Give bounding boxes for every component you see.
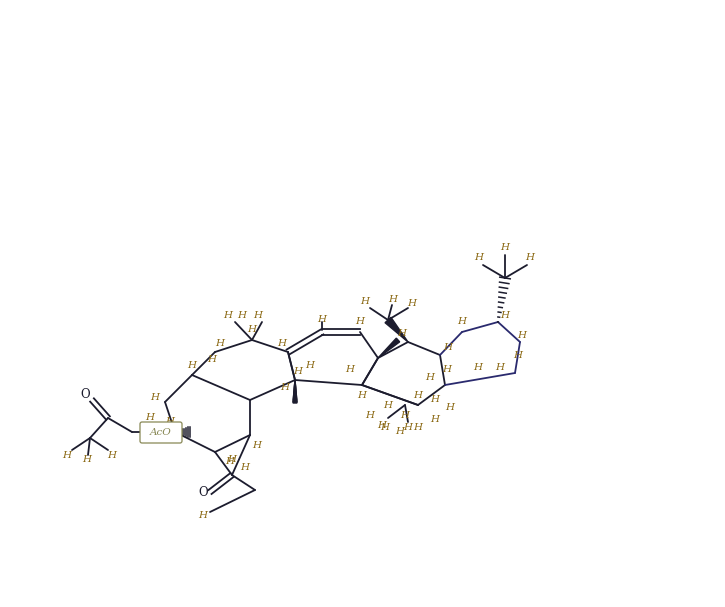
Text: H: H bbox=[378, 421, 386, 430]
Text: H: H bbox=[513, 350, 523, 359]
Text: H: H bbox=[294, 367, 302, 376]
Text: H: H bbox=[404, 424, 413, 433]
Text: H: H bbox=[444, 344, 452, 353]
Text: H: H bbox=[474, 254, 484, 262]
Text: H: H bbox=[495, 364, 505, 373]
Text: O: O bbox=[80, 387, 90, 401]
Text: H: H bbox=[278, 339, 286, 347]
Text: H: H bbox=[252, 441, 262, 450]
Text: H: H bbox=[365, 410, 375, 419]
Text: H: H bbox=[62, 450, 72, 459]
Text: H: H bbox=[457, 317, 466, 327]
Text: H: H bbox=[238, 311, 247, 320]
Text: H: H bbox=[381, 424, 389, 433]
Text: H: H bbox=[518, 330, 526, 339]
Polygon shape bbox=[293, 380, 297, 402]
Text: H: H bbox=[360, 297, 370, 307]
Text: H: H bbox=[384, 401, 392, 410]
Text: H: H bbox=[413, 390, 423, 399]
Text: H: H bbox=[396, 427, 405, 436]
Text: H: H bbox=[357, 390, 367, 399]
Text: H: H bbox=[400, 410, 410, 419]
Text: H: H bbox=[223, 311, 233, 320]
Text: H: H bbox=[146, 413, 154, 422]
Text: H: H bbox=[355, 317, 365, 327]
Text: H: H bbox=[151, 393, 160, 402]
Text: H: H bbox=[281, 384, 289, 393]
Text: H: H bbox=[199, 510, 207, 520]
Text: H: H bbox=[389, 294, 397, 304]
Text: H: H bbox=[215, 339, 225, 347]
Text: H: H bbox=[305, 361, 315, 370]
Polygon shape bbox=[293, 380, 297, 403]
Text: AcO: AcO bbox=[150, 428, 172, 437]
Text: H: H bbox=[188, 361, 196, 370]
Text: H: H bbox=[473, 364, 483, 373]
Text: H: H bbox=[254, 311, 262, 319]
Text: H: H bbox=[247, 325, 257, 334]
Text: H: H bbox=[407, 299, 416, 308]
Text: H: H bbox=[83, 455, 91, 464]
Text: H: H bbox=[207, 356, 217, 364]
Text: H: H bbox=[241, 464, 249, 472]
Text: H: H bbox=[225, 458, 234, 467]
Text: H: H bbox=[526, 254, 534, 262]
Text: H: H bbox=[500, 243, 510, 253]
Polygon shape bbox=[385, 317, 408, 342]
Text: H: H bbox=[346, 365, 355, 375]
Text: H: H bbox=[426, 373, 434, 382]
Text: H: H bbox=[107, 450, 117, 459]
Polygon shape bbox=[378, 338, 399, 358]
Polygon shape bbox=[294, 380, 297, 400]
Text: H: H bbox=[318, 316, 326, 325]
Text: H: H bbox=[228, 455, 236, 464]
Text: H: H bbox=[397, 328, 407, 337]
Text: H: H bbox=[500, 311, 510, 319]
Text: H: H bbox=[413, 424, 423, 433]
Text: H: H bbox=[431, 396, 439, 404]
Text: H: H bbox=[165, 418, 175, 427]
FancyBboxPatch shape bbox=[140, 422, 182, 443]
Text: H: H bbox=[442, 365, 452, 375]
Text: O: O bbox=[198, 486, 208, 498]
Text: H: H bbox=[445, 404, 455, 413]
Text: H: H bbox=[431, 416, 439, 424]
